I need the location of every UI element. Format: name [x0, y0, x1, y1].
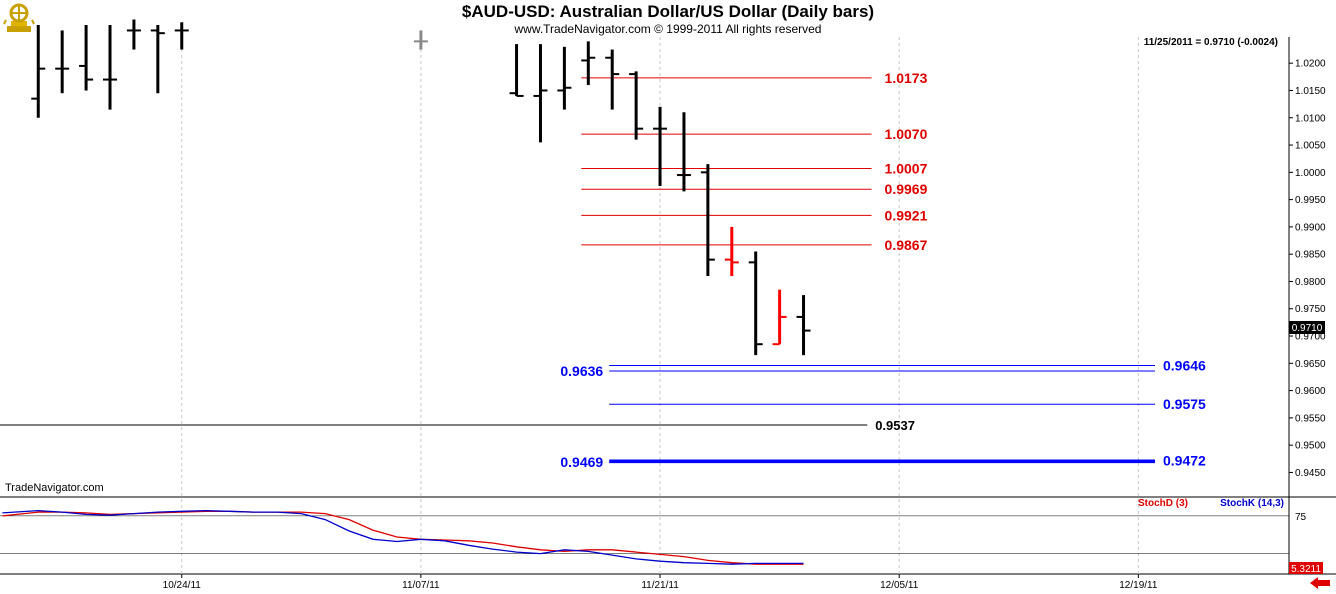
support-label: 0.9636	[560, 363, 603, 379]
price-tick-label: 1.0200	[1295, 59, 1326, 70]
price-tick-label: 0.9750	[1295, 304, 1326, 315]
resistance-label: 1.0173	[885, 70, 928, 86]
current-price-label: 0.9710	[1292, 323, 1323, 334]
resistance-label: 1.0007	[885, 161, 928, 177]
date-tick-label: 12/05/11	[880, 580, 919, 591]
price-tick-label: 0.9550	[1295, 413, 1326, 424]
axis-layer: 10/24/11 11/07/11 11/21/11 12/05/11 12/19/11…	[163, 59, 1326, 591]
support-label: 0.9575	[1163, 396, 1206, 412]
bar-layer	[31, 19, 811, 356]
resistance-label: 0.9867	[885, 237, 928, 253]
date-tick-label: 12/19/11	[1119, 580, 1158, 591]
resistance-label: 1.0070	[885, 126, 928, 142]
scroll-left-arrow-icon[interactable]	[1310, 577, 1330, 589]
watermark: TradeNavigator.com	[5, 482, 104, 494]
price-tick-label: 1.0150	[1295, 86, 1326, 97]
indicator-value-label: 5.3211	[1291, 564, 1321, 575]
level-layer: 1.0173 1.0070 1.0007 0.9969 0.9921 0.9867 0.96…	[0, 70, 1206, 470]
resistance-label: 0.9969	[885, 181, 928, 197]
price-tick-label: 0.9700	[1295, 332, 1326, 343]
support-label: 0.9646	[1163, 357, 1206, 373]
trade-navigator-logo-icon	[3, 3, 35, 32]
resistance-label: 0.9921	[885, 207, 928, 223]
price-tick-label: 1.0000	[1295, 168, 1326, 179]
date-tick-label: 11/07/11	[402, 580, 440, 591]
indicator-tick-label: 75	[1295, 512, 1307, 523]
date-tick-label: 10/24/11	[163, 580, 202, 591]
price-tick-label: 0.9650	[1295, 359, 1326, 370]
support-label: 0.9472	[1163, 452, 1206, 468]
date-tick-label: 11/21/11	[641, 580, 679, 591]
stochd-line	[2, 510, 804, 565]
price-tick-label: 0.9950	[1295, 195, 1326, 206]
chart-title: $AUD-USD: Australian Dollar/US Dollar (D…	[461, 2, 875, 21]
indicator-value-marker	[1289, 562, 1323, 574]
support-label: 0.9469	[560, 454, 603, 470]
stochd-legend: StochD (3)	[1138, 498, 1188, 509]
indicator-layer: 75	[0, 509, 1307, 565]
price-tick-label: 0.9850	[1295, 250, 1326, 261]
price-tick-label: 0.9600	[1295, 386, 1326, 397]
chart-subtitle: www.TradeNavigator.com © 1999-2011 All r…	[514, 22, 822, 36]
price-tick-label: 0.9900	[1295, 222, 1326, 233]
price-tick-label: 0.9800	[1295, 277, 1326, 288]
stochk-line	[2, 509, 804, 565]
price-tick-label: 1.0050	[1295, 141, 1326, 152]
last-price-info: 11/25/2011 = 0.9710 (-0.0024)	[1143, 37, 1278, 48]
current-price-marker	[1289, 321, 1325, 334]
price-tick-label: 1.0100	[1295, 113, 1326, 124]
price-tick-label: 0.9500	[1295, 441, 1326, 452]
neutral-label: 0.9537	[875, 418, 915, 433]
stochk-legend: StochK (14,3)	[1220, 498, 1284, 509]
price-panel-frame	[0, 37, 1289, 497]
price-tick-label: 0.9450	[1295, 468, 1326, 479]
